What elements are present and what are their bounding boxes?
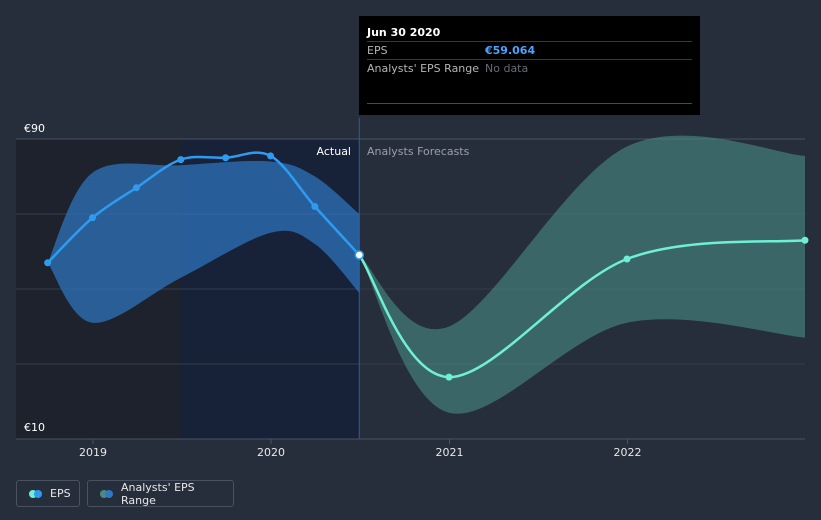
eps-dot-actual [34,489,42,498]
forecast-eps-point [623,255,631,263]
legend-range-label: Analysts' EPS Range [121,480,195,507]
eps-legend-icon [29,489,42,498]
range-areas [47,135,805,414]
actual-eps-point [311,203,319,210]
x-tick-label: 2022 [613,446,641,459]
actual-eps-point [177,156,185,164]
actual-eps-point [132,184,140,192]
tooltip-row-eps: EPS €59.064 [367,41,692,59]
tooltip-eps-value: €59.064 [485,44,536,57]
y-tick-label-bottom: €10 [24,421,45,434]
tooltip-spacer [367,77,692,104]
forecast-eps-line [358,239,806,379]
actual-eps-point [267,152,275,160]
x-tick-label: 2021 [435,446,463,459]
axis-labels: €90 €10 Actual Analysts Forecasts 2019 20… [24,122,641,459]
eps-dot-forecast [29,489,37,498]
actual-section-label: Actual [317,145,351,158]
y-tick-label-top: €90 [24,122,45,135]
tooltip: Jun 30 2020 EPS €59.064 Analysts' EPS Ra… [359,16,700,115]
forecast-eps-point [801,236,809,244]
legend-eps-label: EPS [50,487,71,500]
forecast-eps-point [445,373,453,381]
actual-eps-point [89,214,97,222]
legend-range-button[interactable]: Analysts' EPS Range [87,480,234,507]
range-legend-icon [100,489,113,498]
actual-range-area [47,160,360,323]
legend-eps-button[interactable]: EPS [16,480,80,507]
x-tick-label: 2019 [79,446,107,459]
tooltip-date: Jun 30 2020 [367,26,441,39]
x-tick-label: 2020 [257,446,285,459]
actual-eps-point [354,250,365,260]
actual-eps-point [222,154,230,162]
forecast-section-label: Analysts Forecasts [367,145,470,158]
range-dot-forecast [100,489,108,498]
forecast-range-area [359,135,805,414]
tooltip-row-range: Analysts' EPS Range No data [367,59,692,77]
tooltip-eps-label: EPS [367,44,388,57]
actual-eps-point [44,259,52,267]
tooltip-range-label: Analysts' EPS Range [367,62,480,75]
tooltip-range-value: No data [485,62,529,75]
eps-points [44,152,809,381]
range-dot-actual [105,489,113,498]
